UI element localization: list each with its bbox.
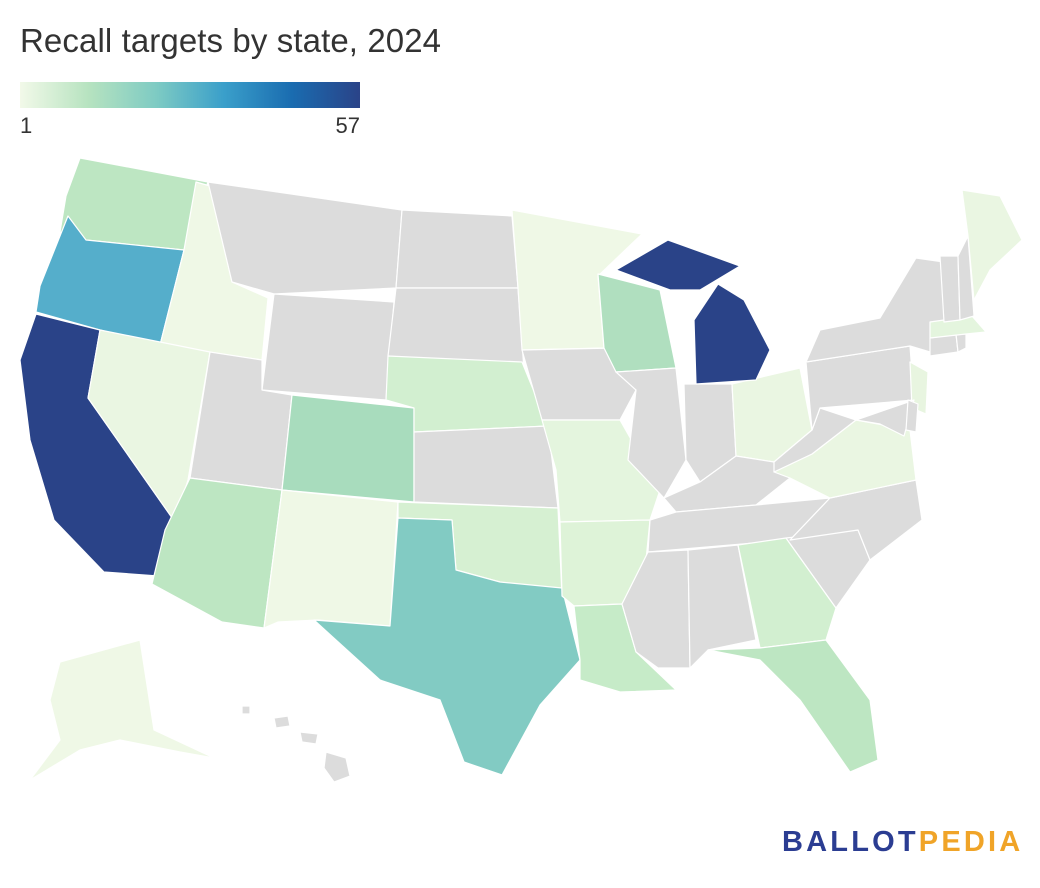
state-KS[interactable] [413, 425, 559, 509]
state-NJ[interactable] [909, 361, 929, 415]
logo-part-pedia: PEDIA [918, 826, 1024, 858]
state-NM[interactable] [263, 489, 399, 629]
state-WY[interactable] [261, 293, 395, 401]
legend-color-scale [20, 82, 360, 108]
ballotpedia-logo: BALLOTPEDIA [782, 826, 1023, 859]
state-RI[interactable] [955, 333, 967, 353]
state-DE[interactable] [905, 399, 919, 433]
state-MI-upper[interactable] [615, 239, 741, 291]
logo-part-ballot: BALLOT [782, 826, 919, 858]
state-ND[interactable] [395, 209, 519, 289]
state-ME[interactable] [961, 189, 1023, 301]
state-AK[interactable] [29, 639, 215, 781]
legend-max-label: 57 [335, 113, 360, 138]
state-WI[interactable] [597, 273, 677, 373]
state-MI[interactable] [693, 283, 771, 385]
state-GA[interactable] [737, 537, 837, 649]
chart-title: Recall targets by state, 2024 [20, 22, 442, 59]
state-AL[interactable] [687, 544, 757, 669]
state-FL[interactable] [707, 639, 879, 773]
state-MD[interactable] [855, 399, 915, 437]
state-CO[interactable] [281, 394, 415, 503]
state-HI[interactable] [241, 705, 351, 783]
state-NY[interactable] [805, 257, 951, 363]
state-IA[interactable] [521, 347, 637, 421]
state-MT[interactable] [207, 181, 403, 295]
state-VT[interactable] [939, 255, 961, 323]
legend-min-label: 1 [20, 113, 33, 138]
state-NH[interactable] [957, 235, 975, 321]
state-TX[interactable] [313, 517, 581, 776]
